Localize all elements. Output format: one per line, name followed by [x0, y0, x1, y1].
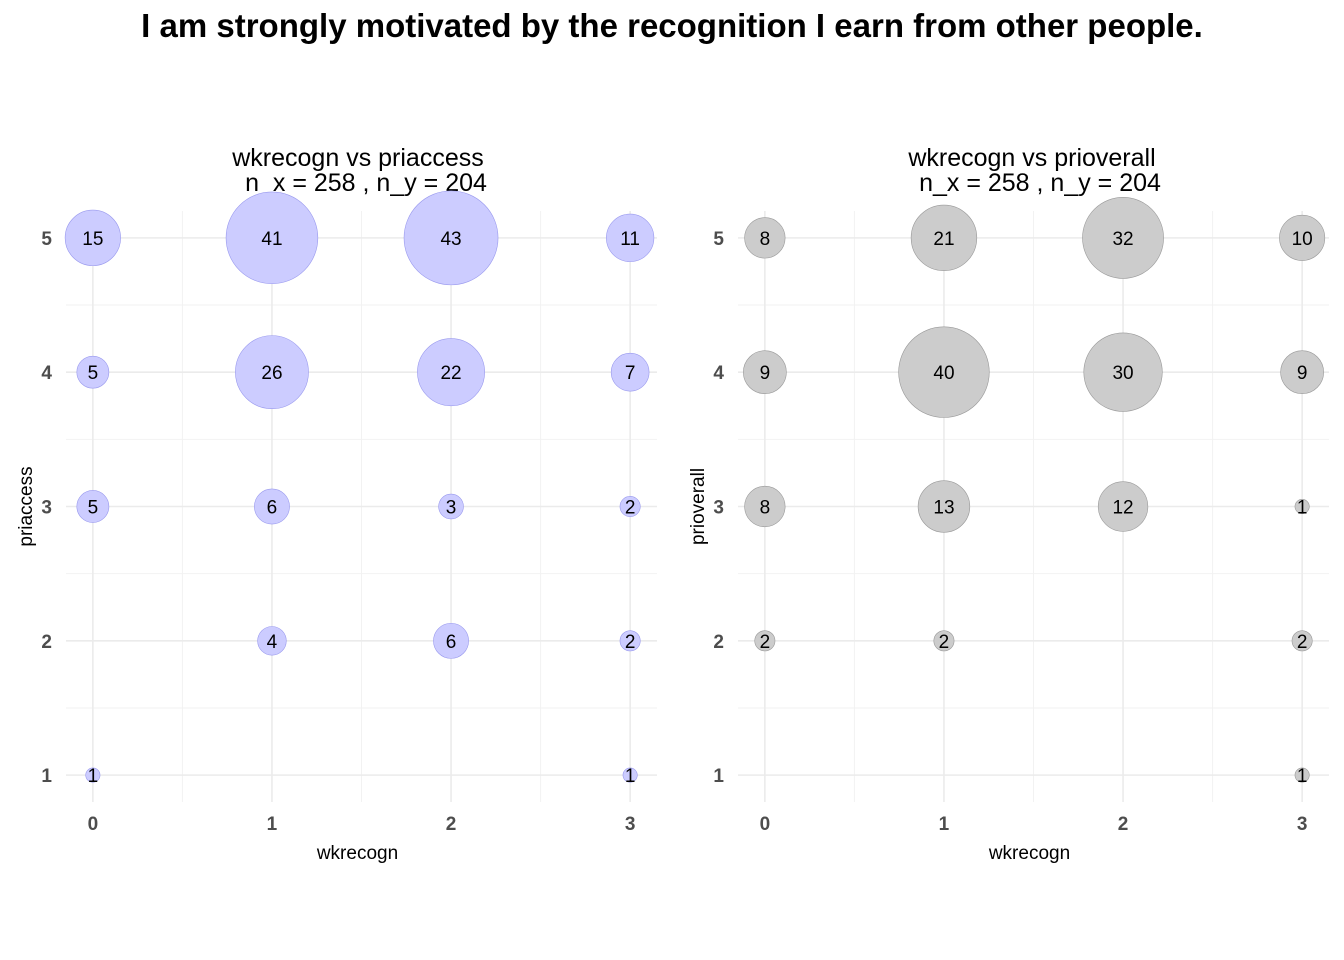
data-bubble — [606, 213, 655, 262]
y-tick-label: 4 — [713, 363, 724, 384]
bubble-count-label: 8 — [760, 498, 771, 519]
bubble-count-label: 9 — [1297, 363, 1308, 384]
bubble-count-label: 12 — [1112, 498, 1133, 519]
data-bubble — [417, 338, 485, 407]
bubble-count-label: 40 — [933, 363, 954, 384]
data-bubble — [76, 490, 110, 523]
data-bubble — [622, 767, 638, 783]
data-bubble — [1279, 214, 1326, 261]
bubble-count-label: 11 — [620, 229, 640, 250]
bubble-count-label: 41 — [261, 229, 282, 250]
bubble-count-label: 5 — [88, 498, 99, 519]
data-bubble — [744, 217, 786, 259]
data-bubble — [85, 767, 101, 783]
bubble-count-label: 6 — [267, 498, 278, 519]
x-tick-label: 3 — [1297, 814, 1308, 835]
bubble-count-label: 10 — [1292, 229, 1313, 250]
bubble-count-label: 2 — [760, 632, 771, 653]
bubble-count-label: 6 — [446, 632, 457, 653]
bubble-count-label: 32 — [1112, 229, 1133, 250]
bubble-count-label: 1 — [1297, 766, 1308, 787]
data-bubble — [433, 622, 469, 659]
data-bubble — [610, 352, 650, 392]
bubble-count-label: 43 — [440, 229, 461, 250]
bubble-count-label: 2 — [625, 498, 636, 519]
y-tick-label: 5 — [713, 229, 724, 250]
y-axis-title: priaccess — [16, 466, 37, 546]
data-bubble — [910, 204, 978, 272]
bubble-count-label: 9 — [760, 363, 771, 384]
data-bubble — [917, 480, 971, 533]
x-axis-title: wkrecogn — [988, 843, 1070, 864]
data-bubble — [743, 350, 787, 394]
x-tick-label: 0 — [88, 814, 99, 835]
y-tick-label: 1 — [713, 766, 724, 787]
data-bubble — [438, 493, 464, 520]
data-bubble — [754, 630, 776, 652]
data-bubble — [1082, 197, 1164, 279]
y-tick-label: 5 — [41, 229, 52, 250]
data-bubble — [225, 191, 319, 285]
bubble-count-label: 30 — [1112, 363, 1133, 384]
data-bubble — [619, 630, 641, 652]
bubble-count-label: 8 — [760, 229, 771, 250]
data-bubble — [254, 488, 290, 525]
bubble-count-label: 13 — [933, 498, 954, 519]
panel-subtitle: n_x = 258 , n_y = 204 — [919, 169, 1161, 197]
y-tick-label: 3 — [41, 498, 52, 519]
y-tick-label: 1 — [41, 766, 52, 787]
panel-title: wkrecogn vs priaccess — [231, 144, 483, 172]
bubble-count-label: 22 — [440, 363, 461, 384]
data-bubble — [1291, 630, 1313, 652]
bubble-count-label: 1 — [1297, 498, 1308, 519]
data-bubble — [257, 626, 287, 656]
bubble-count-label: 1 — [625, 766, 636, 787]
bubble-count-label: 2 — [1297, 632, 1308, 653]
x-tick-label: 0 — [760, 814, 771, 835]
bubble-count-label: 2 — [939, 632, 950, 653]
data-bubble — [1083, 332, 1163, 412]
x-tick-label: 3 — [625, 814, 636, 835]
bubble-count-label: 4 — [267, 632, 278, 653]
data-bubble — [898, 326, 990, 418]
data-bubble — [619, 496, 641, 517]
x-axis-title: wkrecogn — [316, 843, 398, 864]
x-tick-label: 1 — [939, 814, 950, 835]
bubble-count-label: 3 — [446, 498, 457, 519]
x-tick-label: 2 — [1118, 814, 1129, 835]
y-axis-title: prioverall — [688, 468, 709, 545]
y-tick-label: 4 — [41, 363, 52, 384]
y-tick-label: 2 — [41, 632, 52, 653]
data-bubble — [933, 630, 955, 652]
figure-title: I am strongly motivated by the recogniti… — [141, 7, 1203, 44]
data-bubble — [744, 485, 786, 528]
bubble-count-label: 5 — [88, 363, 99, 384]
bubble-count-label: 1 — [88, 766, 99, 787]
bubble-count-label: 26 — [261, 363, 282, 384]
panel-title: wkrecogn vs prioverall — [907, 144, 1155, 172]
x-tick-label: 1 — [267, 814, 278, 835]
data-bubble — [1280, 350, 1324, 394]
data-bubble — [1294, 499, 1310, 514]
bubble-count-label: 7 — [625, 363, 636, 384]
y-tick-label: 3 — [713, 498, 724, 519]
data-bubble — [403, 190, 499, 286]
data-bubble — [76, 355, 110, 389]
y-tick-label: 2 — [713, 632, 724, 653]
x-tick-label: 2 — [446, 814, 457, 835]
data-bubble — [1294, 767, 1310, 783]
bubble-count-label: 21 — [933, 229, 954, 250]
chart-panel-1: 0 1 2 3 1 2 3 4 5 wkrecogn priaccess wkrecogn vs pr… — [16, 144, 657, 864]
data-bubble — [64, 209, 121, 266]
data-bubble — [1097, 481, 1149, 532]
bubble-count-label: 2 — [625, 632, 636, 653]
bubble-count-label: 15 — [82, 229, 103, 250]
data-bubble — [235, 335, 309, 410]
